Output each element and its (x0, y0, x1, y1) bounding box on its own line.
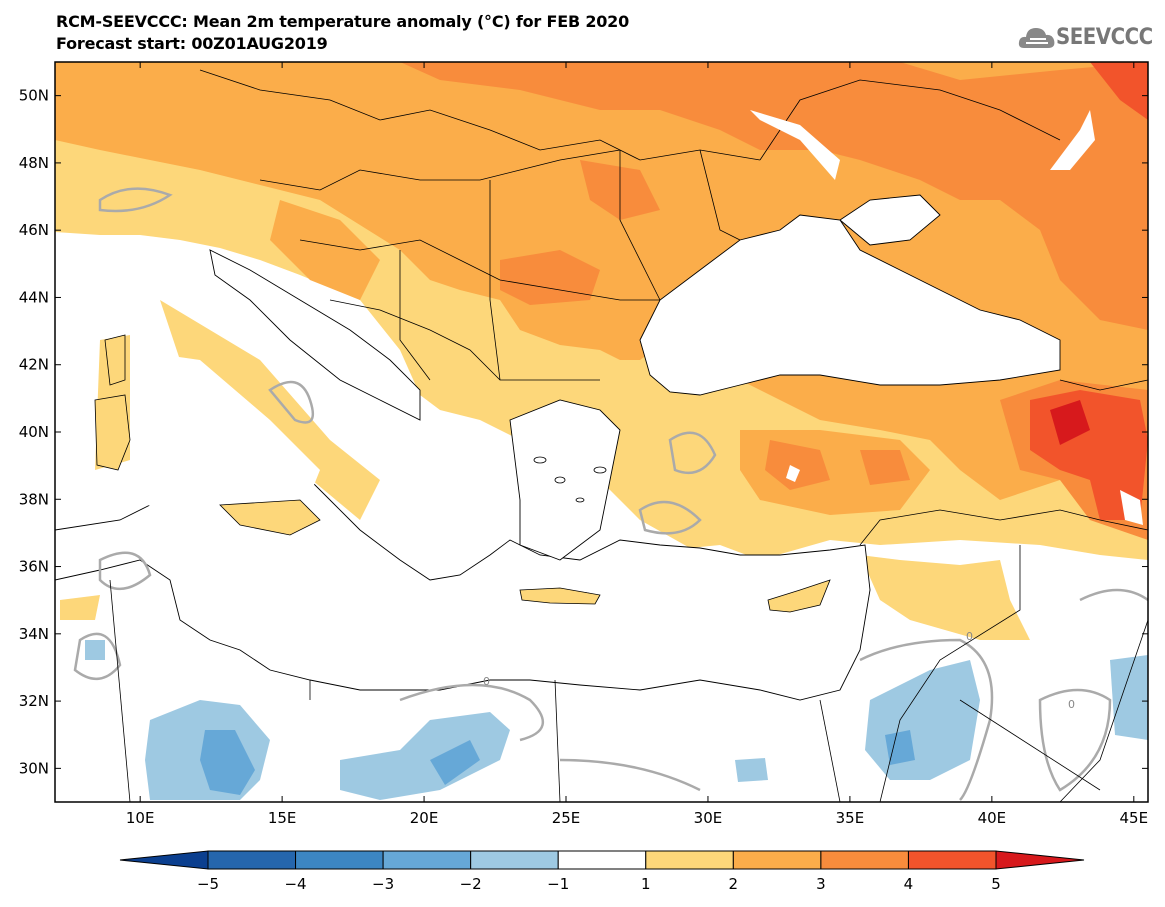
colorbar-box (645, 850, 734, 870)
zero-contours (73, 187, 1148, 801)
anomaly-4-5-region (1090, 62, 1148, 120)
colorbar-label: 4 (904, 875, 914, 893)
anomaly-neg-2-3-region (200, 730, 255, 795)
lon-label: 20E (410, 809, 439, 827)
colorbar-label: 2 (729, 875, 739, 893)
lat-label: 50N (19, 87, 49, 105)
colorbar: −5 −4 −3 −2 −1 1 2 3 4 5 (119, 850, 1085, 893)
map-field: 0 0 0 (55, 62, 1148, 802)
anomaly-3-4-region (400, 62, 1148, 330)
anomaly-1-2-region (60, 595, 100, 620)
colorbar-box (820, 850, 909, 870)
adriatic-sea (209, 249, 421, 421)
contour-label: 0 (483, 675, 490, 688)
colorbar-box (470, 850, 559, 870)
colorbar-label: −5 (197, 875, 219, 893)
cyprus (767, 579, 831, 613)
anomaly-neg-1-2-region (85, 640, 105, 660)
lat-label: 36N (19, 558, 49, 576)
colorbar-high-extend (995, 850, 1085, 870)
anomaly-3-4-region (765, 440, 830, 490)
tyrrhenian-sea (130, 350, 320, 520)
contour-label: 0 (966, 630, 973, 643)
map-title: RCM-SEEVCCC: Mean 2m temperature anomaly… (56, 12, 630, 31)
longitude-axis: 10E 15E 20E 25E 30E 35E 40E 45E (126, 62, 1148, 827)
colorbar-label: 1 (641, 875, 651, 893)
sardinia (94, 394, 131, 471)
latitude-axis: 50N 48N 46N 44N 42N 40N 38N 36N 34N 32N 30N (19, 87, 1148, 777)
lon-label: 40E (978, 809, 1007, 827)
lat-label: 40N (19, 423, 49, 441)
lon-label: 10E (126, 809, 155, 827)
country-borders (109, 69, 1148, 802)
colorbar-label: 3 (816, 875, 826, 893)
colorbar-box (732, 850, 822, 870)
anomaly-3-4-region (500, 250, 600, 305)
anomaly-1-2-region (860, 555, 1030, 640)
missing-data-gap (786, 465, 800, 482)
anomaly-neg-2-3-region (430, 740, 480, 785)
contour-label: 0 (1068, 698, 1075, 711)
colorbar-label: −4 (284, 875, 306, 893)
anomaly-3-4-region (860, 450, 910, 485)
colorbar-low-extend (119, 850, 209, 870)
missing-data-gap (1120, 490, 1143, 525)
anomaly-above-5-region (1050, 400, 1090, 445)
cloud-icon (1018, 28, 1055, 48)
azov-sea (839, 194, 941, 246)
logo-text: SEEVCCC (1056, 25, 1153, 50)
anomaly-2-3-region (270, 200, 380, 300)
anomaly-1-2-region (160, 300, 380, 520)
lat-label: 44N (19, 288, 49, 306)
colorbar-label: −1 (547, 875, 569, 893)
lat-label: 42N (19, 356, 49, 374)
colorbar-box (295, 850, 384, 870)
lon-label: 30E (694, 809, 723, 827)
colorbar-box (382, 850, 472, 870)
anomaly-2-3-region (55, 62, 1148, 500)
corsica (104, 334, 126, 386)
seevccc-logo (1018, 22, 1158, 56)
anomaly-neg-1-2-region (340, 712, 510, 800)
colorbar-box (557, 850, 647, 870)
colorbar-label: 5 (991, 875, 1001, 893)
lat-label: 34N (19, 625, 49, 643)
lat-label: 32N (19, 692, 49, 710)
anomaly-neg-2-3-region (885, 730, 915, 765)
sicily (219, 499, 321, 536)
missing-data-gap (750, 110, 840, 180)
missing-data-gap (1050, 110, 1095, 170)
anomaly-neg-1-2-region (1110, 655, 1148, 740)
lon-label: 35E (836, 809, 865, 827)
lon-label: 25E (552, 809, 581, 827)
forecast-start-label: Forecast start: 00Z01AUG2019 (56, 34, 328, 53)
lon-label: 15E (268, 809, 297, 827)
lat-label: 48N (19, 154, 49, 172)
lat-label: 30N (19, 759, 49, 777)
lat-label: 46N (19, 221, 49, 239)
crete (519, 587, 601, 605)
colorbar-label: −2 (460, 875, 482, 893)
black-sea (639, 214, 1061, 396)
colorbar-box (907, 850, 997, 870)
colorbar-label: −3 (372, 875, 394, 893)
lat-label: 38N (19, 490, 49, 508)
colorbar-box (207, 850, 297, 870)
lon-label: 45E (1120, 809, 1149, 827)
anomaly-neg-1-2-region (735, 758, 768, 782)
